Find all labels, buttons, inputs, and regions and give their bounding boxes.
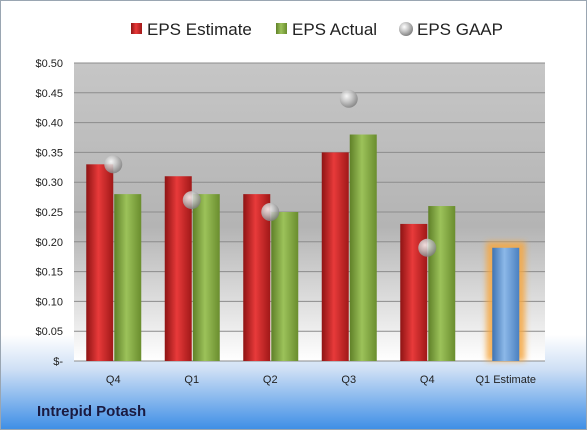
y-tick-label: $0.15 <box>35 267 63 279</box>
bar-eps-estimate <box>86 164 114 361</box>
marker-eps-gaap <box>261 203 280 221</box>
y-tick-label: $0.20 <box>35 237 63 249</box>
x-tick-label: Q3 <box>341 374 356 386</box>
company-name: Intrepid Potash <box>37 403 147 420</box>
marker-eps-gaap <box>339 89 358 108</box>
y-tick-label: $0.30 <box>35 177 63 189</box>
y-tick-label: $0.45 <box>35 88 63 100</box>
x-tick-label: Q4 <box>106 374 121 386</box>
marker-eps-gaap <box>418 238 437 257</box>
bar-eps-actual <box>428 206 456 361</box>
legend: EPS Estimate EPS Actual EPS GAAP <box>131 20 503 39</box>
legend-swatch-estimate <box>131 23 142 34</box>
legend-label-estimate: EPS Estimate <box>147 20 252 39</box>
x-tick-label: Q4 <box>420 374 435 386</box>
bar-eps-actual <box>349 134 377 361</box>
marker-eps-gaap <box>182 191 201 210</box>
gridlines <box>74 62 545 362</box>
bar-eps-estimate-future <box>492 247 520 361</box>
legend-swatch-actual <box>276 23 287 34</box>
bar-eps-estimate <box>321 152 349 361</box>
y-axis: $- $0.05 $0.10 $0.15 $0.20 $0.25 $0.30 $0.35 $0.… <box>35 58 63 368</box>
y-tick-label: $0.05 <box>35 326 63 338</box>
y-tick-label: $0.10 <box>35 296 63 308</box>
y-tick-label: $0.25 <box>35 207 63 219</box>
x-tick-label: Q1 <box>184 374 199 386</box>
bars <box>86 89 526 361</box>
bar-eps-estimate <box>243 194 271 361</box>
legend-swatch-gaap <box>399 22 413 36</box>
y-tick-label: $0.35 <box>35 147 63 159</box>
x-axis: Q4 Q1 Q2 Q3 Q4 Q1 Estimate <box>106 374 536 386</box>
y-tick-label: $0.40 <box>35 118 63 130</box>
bar-eps-actual <box>114 194 142 361</box>
bar-eps-actual <box>192 194 220 361</box>
bar-eps-actual <box>271 212 299 361</box>
x-tick-label: Q1 Estimate <box>475 374 536 386</box>
marker-eps-gaap <box>104 155 123 174</box>
y-tick-label: $0.50 <box>35 58 63 70</box>
legend-label-actual: EPS Actual <box>292 20 377 39</box>
y-tick-label: $- <box>53 356 63 368</box>
x-tick-label: Q2 <box>263 374 278 386</box>
legend-label-gaap: EPS GAAP <box>417 20 503 39</box>
